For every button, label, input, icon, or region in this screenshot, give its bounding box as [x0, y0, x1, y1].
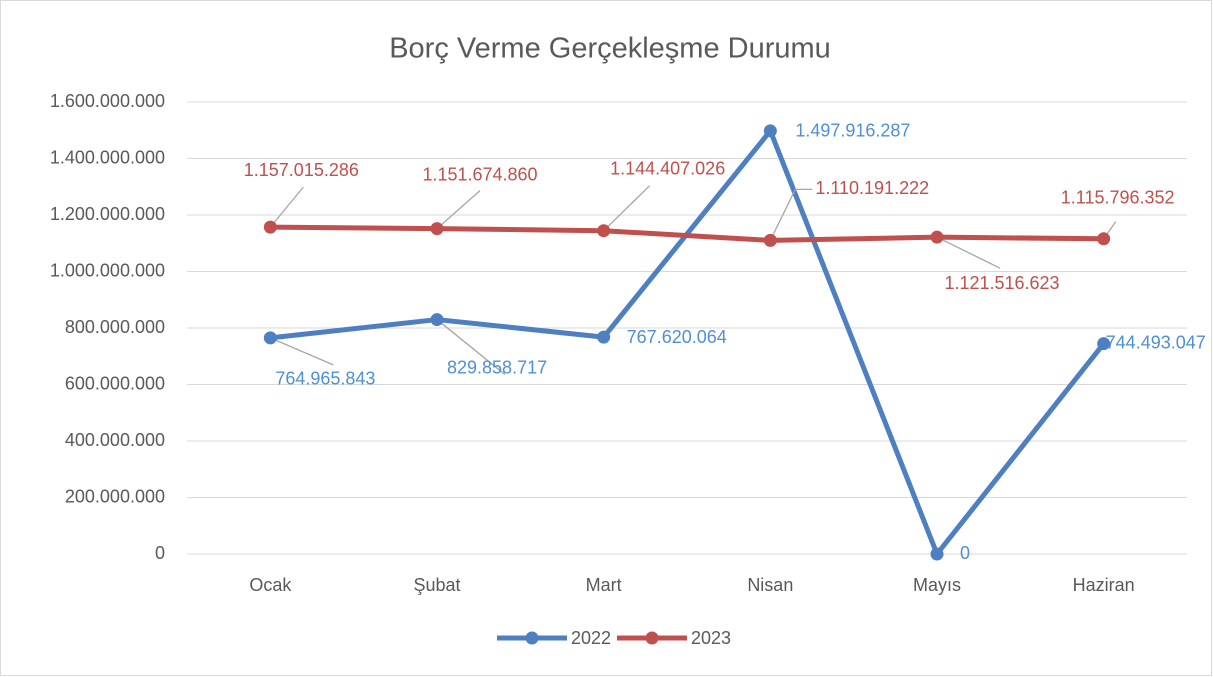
x-tick-label: Mayıs — [913, 575, 961, 595]
y-tick-label: 600.000.000 — [65, 373, 165, 393]
x-tick-label: Haziran — [1073, 575, 1135, 595]
y-tick-label: 1.400.000.000 — [50, 147, 165, 167]
data-label: 764.965.843 — [275, 369, 375, 389]
data-label: 1.121.516.623 — [944, 273, 1059, 293]
leader-line — [603, 185, 651, 232]
data-label: 0 — [960, 543, 970, 563]
data-point — [430, 313, 444, 327]
chart-title: Borç Verme Gerçekleşme Durumu — [389, 33, 831, 65]
data-point — [930, 230, 944, 244]
leader-line — [436, 190, 481, 230]
legend-label: 2022 — [571, 628, 611, 648]
legend-marker — [645, 631, 659, 645]
data-point — [930, 547, 944, 561]
y-tick-label: 0 — [155, 543, 165, 563]
data-label: 1.110.191.222 — [815, 178, 929, 198]
data-point — [763, 124, 777, 138]
data-point — [430, 222, 444, 236]
leader-line — [269, 186, 304, 228]
x-tick-label: Nisan — [747, 575, 793, 595]
data-point — [1097, 337, 1111, 351]
x-tick-label: Şubat — [413, 575, 460, 595]
x-tick-label: Mart — [586, 575, 622, 595]
series-line — [270, 224, 1104, 243]
y-tick-label: 200.000.000 — [65, 486, 165, 506]
leader-line — [936, 236, 1001, 269]
y-tick-label: 1.200.000.000 — [50, 204, 165, 224]
data-label: 744.493.047 — [1106, 332, 1206, 352]
data-point — [1097, 232, 1111, 246]
y-tick-label: 400.000.000 — [65, 430, 165, 450]
data-label: 1.115.796.352 — [1061, 188, 1175, 208]
leader-line — [436, 319, 506, 376]
data-label: 767.620.064 — [627, 327, 727, 347]
legend-label: 2023 — [691, 628, 731, 648]
data-label: 829.858.717 — [447, 357, 547, 377]
y-tick-label: 1.000.000.000 — [50, 260, 165, 280]
data-point — [263, 220, 277, 234]
data-label: 1.497.916.287 — [795, 121, 910, 141]
data-point — [763, 233, 777, 247]
data-label: 1.151.674.860 — [422, 164, 537, 184]
data-point — [263, 331, 277, 345]
data-label: 1.157.015.286 — [244, 160, 359, 180]
leader-line — [769, 188, 813, 241]
data-label: 1.144.407.026 — [610, 158, 725, 178]
leader-line — [270, 337, 334, 366]
y-tick-label: 1.600.000.000 — [50, 91, 165, 111]
legend-marker — [525, 631, 539, 645]
data-point — [597, 224, 611, 238]
x-tick-label: Ocak — [249, 575, 292, 595]
data-point — [597, 330, 611, 344]
y-tick-label: 800.000.000 — [65, 317, 165, 337]
